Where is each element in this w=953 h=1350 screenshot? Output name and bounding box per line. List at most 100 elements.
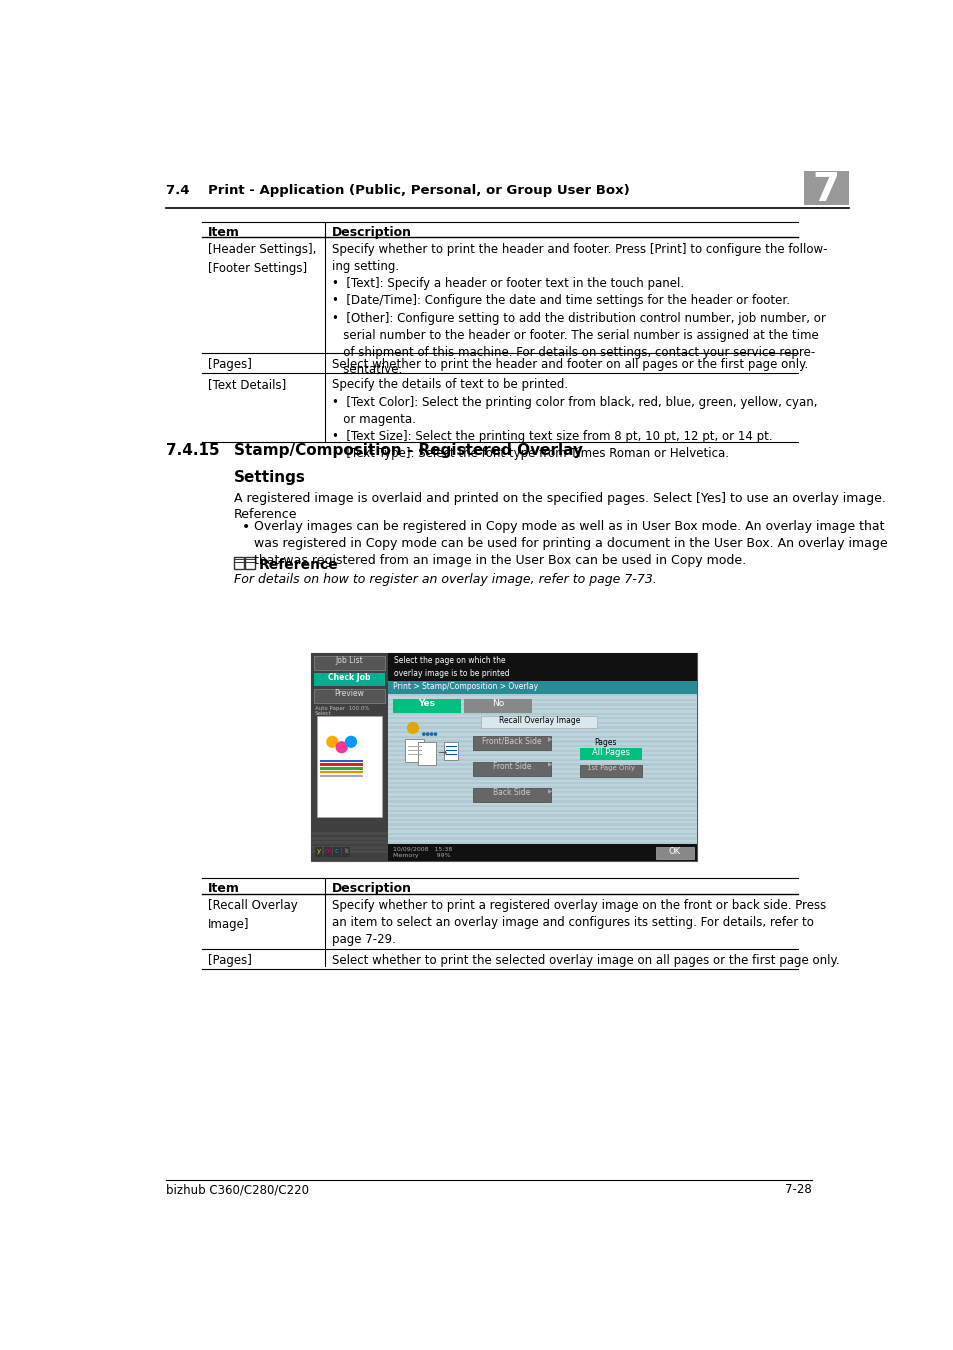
Circle shape	[426, 733, 429, 736]
Bar	[319, 760, 362, 761]
Text: Recall Overlay Image: Recall Overlay Image	[498, 717, 579, 725]
Bar	[388, 772, 696, 775]
Text: [Text Details]: [Text Details]	[208, 378, 286, 392]
Text: Auto Paper  100.0%
Select: Auto Paper 100.0% Select	[314, 706, 369, 717]
Bar	[579, 765, 641, 778]
Bar	[388, 842, 696, 844]
Text: Select whether to print the header and footer on all pages or the first page onl: Select whether to print the header and f…	[332, 358, 808, 371]
Bar	[656, 846, 693, 859]
Text: Preview: Preview	[335, 688, 364, 698]
Bar	[311, 841, 388, 844]
Bar	[388, 703, 696, 706]
Text: 1st Page Only: 1st Page Only	[587, 765, 635, 771]
Bar	[480, 716, 597, 728]
Text: Reference: Reference	[258, 558, 338, 572]
Bar	[473, 736, 550, 751]
Text: k: k	[344, 848, 348, 855]
Bar	[388, 736, 696, 738]
Text: y: y	[316, 848, 320, 855]
Text: bizhub C360/C280/C220: bizhub C360/C280/C220	[166, 1183, 309, 1196]
Bar	[473, 788, 550, 802]
Bar	[388, 768, 696, 771]
Bar	[388, 778, 696, 779]
Text: •: •	[241, 520, 250, 535]
Bar	[388, 844, 696, 861]
Bar	[388, 653, 696, 680]
Text: No: No	[492, 699, 504, 707]
Bar	[388, 810, 696, 811]
Text: →: →	[437, 748, 447, 757]
Bar	[319, 775, 362, 778]
Text: ▶: ▶	[547, 788, 552, 794]
Bar	[388, 749, 696, 752]
Text: Overlay images can be registered in Copy mode as well as in User Box mode. An ov: Overlay images can be registered in Copy…	[253, 520, 887, 567]
Bar	[333, 848, 340, 856]
Text: Pages: Pages	[594, 738, 616, 747]
Text: m: m	[324, 848, 331, 855]
Bar	[314, 848, 322, 856]
Text: A registered image is overlaid and printed on the specified pages. Select [Yes] : A registered image is overlaid and print…	[233, 491, 885, 505]
Text: 7-28: 7-28	[784, 1183, 811, 1196]
Bar	[388, 726, 696, 729]
Text: For details on how to register an overlay image, refer to page 7-73.: For details on how to register an overla…	[233, 574, 656, 586]
Bar	[388, 745, 696, 747]
Text: Select whether to print the selected overlay image on all pages or the first pag: Select whether to print the selected ove…	[332, 954, 840, 968]
Text: Reference: Reference	[233, 508, 297, 521]
Text: All Pages: All Pages	[592, 748, 630, 757]
Bar	[417, 741, 436, 765]
Text: 7: 7	[812, 171, 839, 209]
Bar	[388, 680, 696, 694]
Text: Job List: Job List	[335, 656, 363, 666]
Bar	[579, 748, 641, 760]
Bar	[388, 740, 696, 743]
Bar	[311, 832, 388, 836]
Bar	[388, 801, 696, 803]
Bar	[473, 761, 550, 776]
Bar	[388, 717, 696, 720]
Text: Front Side: Front Side	[493, 761, 531, 771]
Bar	[233, 558, 244, 570]
Bar	[393, 699, 460, 713]
Bar	[443, 741, 457, 760]
Bar	[388, 805, 696, 807]
Bar	[388, 694, 696, 697]
Bar	[388, 707, 696, 710]
Bar	[314, 672, 385, 686]
Bar	[388, 795, 696, 798]
Text: Back Side: Back Side	[493, 788, 530, 796]
Bar	[388, 837, 696, 840]
Bar	[388, 833, 696, 836]
Circle shape	[335, 741, 347, 752]
Bar	[319, 771, 362, 774]
Bar	[388, 763, 696, 765]
Text: 10/09/2008   15:38: 10/09/2008 15:38	[393, 846, 452, 852]
Bar	[388, 824, 696, 826]
Circle shape	[327, 736, 337, 747]
Text: Yes: Yes	[418, 699, 435, 707]
Bar	[314, 656, 385, 670]
Text: [Recall Overlay
Image]: [Recall Overlay Image]	[208, 899, 297, 931]
Bar	[388, 782, 696, 784]
Text: [Pages]: [Pages]	[208, 358, 252, 371]
Bar	[316, 717, 381, 817]
Text: Description: Description	[332, 882, 412, 895]
Text: c: c	[335, 848, 338, 855]
Text: Front/Back Side: Front/Back Side	[482, 736, 541, 745]
Bar	[388, 713, 696, 716]
Bar	[405, 738, 423, 761]
Text: Print > Stamp/Composition > Overlay: Print > Stamp/Composition > Overlay	[393, 682, 537, 691]
Text: Specify the details of text to be printed.
•  [Text Color]: Select the printing : Specify the details of text to be printe…	[332, 378, 817, 460]
Text: Item: Item	[208, 225, 240, 239]
Circle shape	[422, 733, 424, 736]
Bar	[311, 653, 388, 861]
Text: 7.4.15: 7.4.15	[166, 443, 219, 458]
Bar	[388, 755, 696, 756]
Text: Select the page on which the
overlay image is to be printed: Select the page on which the overlay ima…	[394, 656, 510, 678]
Bar	[245, 558, 254, 570]
Bar	[388, 814, 696, 817]
Bar	[802, 171, 847, 205]
Text: Settings: Settings	[233, 470, 306, 485]
Bar	[319, 767, 362, 770]
Text: 7.4    Print - Application (Public, Personal, or Group User Box): 7.4 Print - Application (Public, Persona…	[166, 184, 629, 197]
Circle shape	[407, 722, 418, 733]
